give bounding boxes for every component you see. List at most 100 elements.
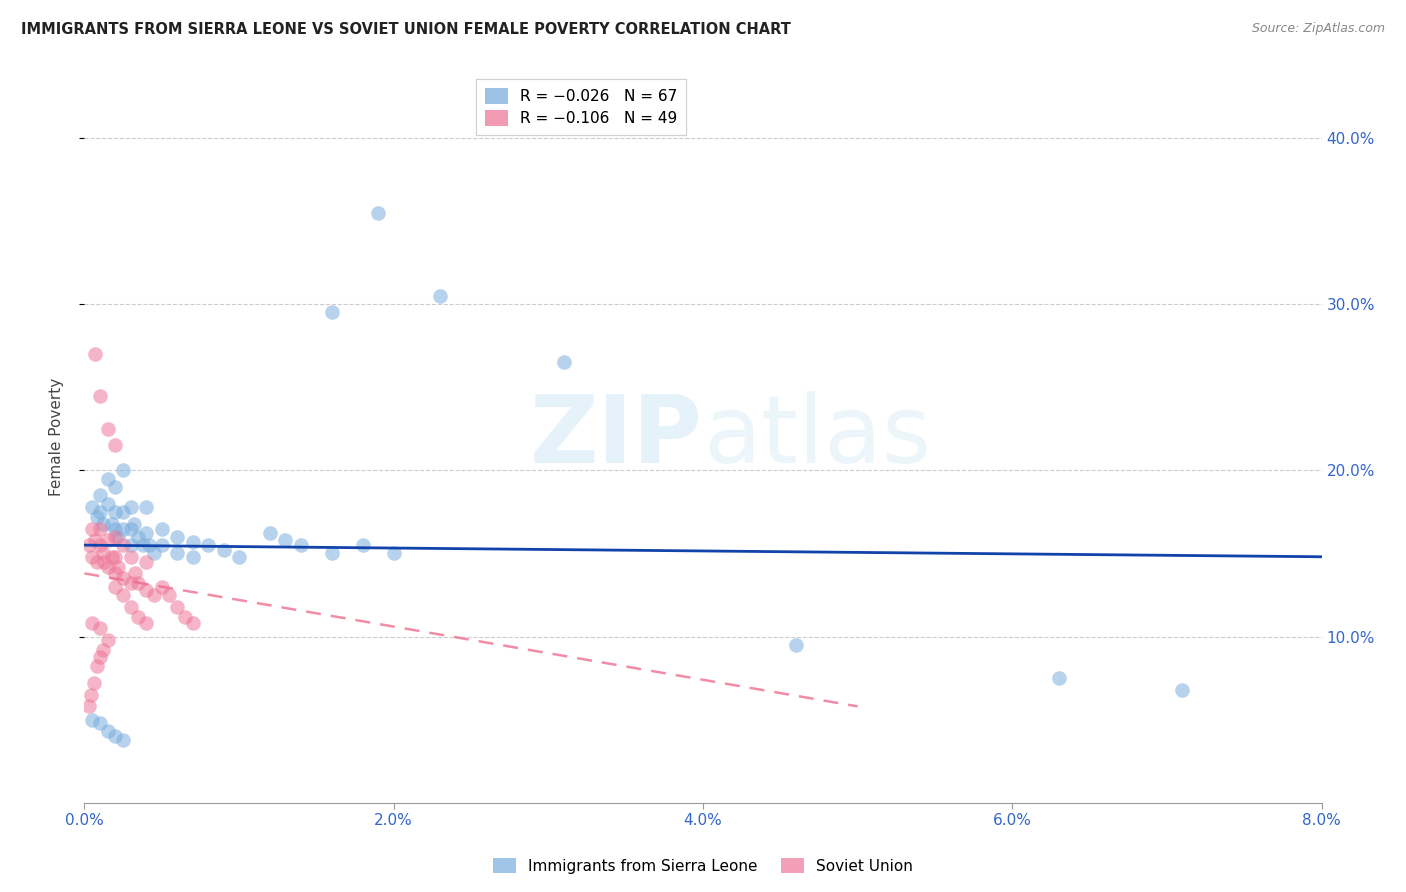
Point [128,576,150,591]
Point [166,530,188,544]
Point [785,638,807,652]
Point [104,530,127,544]
Point [174,609,197,624]
Point [135,526,157,541]
Point [290,538,312,552]
Point [89,538,111,552]
Point [77,699,100,714]
Point [104,566,127,581]
Text: atlas: atlas [703,391,931,483]
Point [352,538,374,552]
Point [89,488,111,502]
Point [120,549,142,564]
Point [91,546,114,560]
Point [367,205,389,219]
Point [150,580,173,594]
Point [96,632,120,647]
Point [104,480,127,494]
Point [104,505,127,519]
Point [112,521,135,535]
Point [228,549,250,564]
Point [112,505,135,519]
Point [135,616,157,631]
Point [91,516,114,531]
Point [82,521,104,535]
Point [104,580,127,594]
Point [132,538,155,552]
Point [77,538,100,552]
Point [120,599,142,614]
Text: IMMIGRANTS FROM SIERRA LEONE VS SOVIET UNION FEMALE POVERTY CORRELATION CHART: IMMIGRANTS FROM SIERRA LEONE VS SOVIET U… [21,22,792,37]
Point [96,472,120,486]
Point [82,713,104,727]
Point [143,546,166,560]
Point [107,530,129,544]
Point [150,538,173,552]
Point [96,724,120,739]
Point [83,676,105,690]
Point [89,521,111,535]
Point [93,555,115,569]
Text: Source: ZipAtlas.com: Source: ZipAtlas.com [1251,22,1385,36]
Point [89,716,111,731]
Point [96,422,120,436]
Point [112,732,135,747]
Point [89,505,111,519]
Point [91,643,114,657]
Point [181,534,204,549]
Point [96,559,120,574]
Point [143,588,166,602]
Point [107,559,129,574]
Legend: R = −0.026   N = 67, R = −0.106   N = 49: R = −0.026 N = 67, R = −0.106 N = 49 [475,79,686,136]
Point [96,497,120,511]
Point [82,616,104,631]
Point [86,659,108,673]
Point [135,500,157,514]
Point [82,500,104,514]
Point [120,576,142,591]
Point [274,533,297,548]
Point [128,530,150,544]
Point [166,599,188,614]
Point [84,533,107,548]
Point [1047,671,1070,685]
Text: ZIP: ZIP [530,391,703,483]
Point [86,555,108,569]
Point [89,621,111,635]
Point [321,546,343,560]
Point [382,546,405,560]
Point [429,289,451,303]
Point [159,588,180,602]
Point [259,526,281,541]
Point [89,649,111,664]
Point [120,500,142,514]
Point [124,566,146,581]
Point [321,305,343,319]
Point [104,438,127,452]
Point [101,516,124,531]
Point [135,582,157,597]
Point [96,533,120,548]
Point [181,549,204,564]
Point [79,688,101,702]
Point [101,549,124,564]
Point [104,521,127,535]
Point [104,729,127,743]
Point [138,538,160,552]
Point [82,549,104,564]
Point [120,521,142,535]
Point [181,616,204,631]
Point [120,538,142,552]
Point [84,347,107,361]
Point [122,516,145,531]
Point [1171,682,1194,697]
Point [89,388,111,402]
Point [112,538,135,552]
Point [166,546,188,560]
Point [128,609,150,624]
Point [150,521,173,535]
Legend: Immigrants from Sierra Leone, Soviet Union: Immigrants from Sierra Leone, Soviet Uni… [486,852,920,880]
Point [112,571,135,585]
Point [135,555,157,569]
Point [553,355,575,369]
